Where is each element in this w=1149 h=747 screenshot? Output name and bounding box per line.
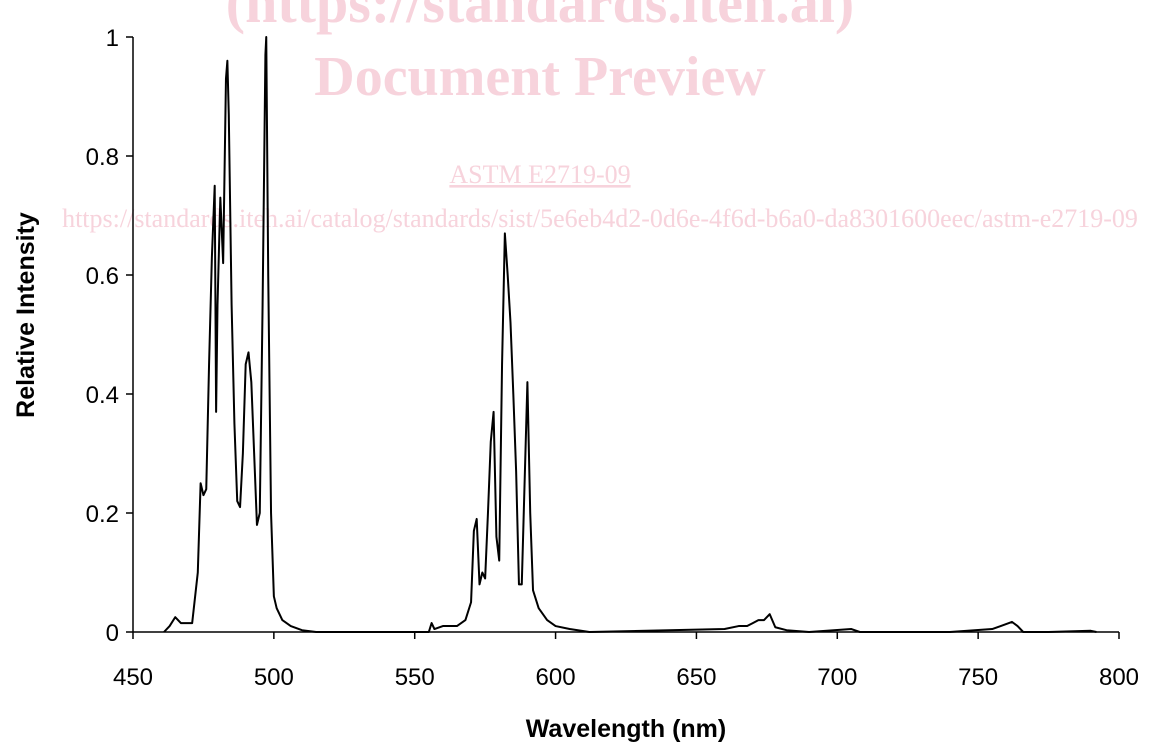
x-tick-label: 550 xyxy=(395,664,435,691)
watermark-preview: Document Preview xyxy=(314,46,766,108)
spectrum-line xyxy=(163,36,1097,633)
watermark: (https://standards.iteh.ai) Document Pre… xyxy=(62,0,1138,233)
x-axis-title: Wavelength (nm) xyxy=(526,715,726,743)
x-tick-label: 650 xyxy=(676,664,716,691)
y-tick-label: 0.2 xyxy=(86,501,119,528)
x-tick-label: 750 xyxy=(958,664,998,691)
x-tick-label: 500 xyxy=(254,664,294,691)
watermark-site: (https://standards.iteh.ai) xyxy=(226,0,854,35)
x-tick-label: 800 xyxy=(1099,664,1139,691)
x-tick-label: 600 xyxy=(536,664,576,691)
y-tick-label: 0 xyxy=(106,620,119,647)
y-tick-label: 0.6 xyxy=(86,263,119,290)
y-tick-label: 0.4 xyxy=(86,382,119,409)
y-tick-label: 1 xyxy=(106,25,119,52)
y-tick-label: 0.8 xyxy=(86,144,119,171)
y-axis-title: Relative Intensity xyxy=(12,212,40,418)
watermark-url: https://standards.iteh.ai/catalog/standa… xyxy=(62,204,1138,233)
x-tick-label: 450 xyxy=(113,664,153,691)
x-tick-label: 700 xyxy=(817,664,857,691)
watermark-standard: ASTM E2719-09 xyxy=(449,160,630,189)
